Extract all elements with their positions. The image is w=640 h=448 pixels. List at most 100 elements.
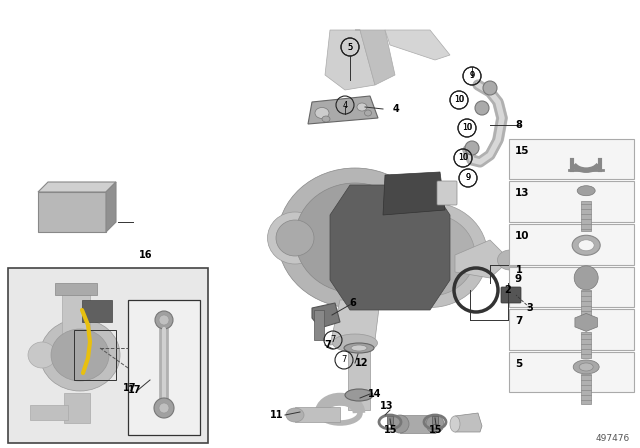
- Ellipse shape: [322, 116, 330, 122]
- Ellipse shape: [351, 345, 367, 351]
- Polygon shape: [325, 30, 375, 90]
- Text: 14: 14: [368, 389, 381, 399]
- Text: 10: 10: [515, 231, 529, 241]
- Text: 5: 5: [515, 359, 522, 369]
- Bar: [82, 300, 112, 322]
- Text: 4: 4: [342, 100, 348, 109]
- Polygon shape: [575, 314, 597, 332]
- Bar: [38, 192, 106, 232]
- Polygon shape: [383, 172, 445, 215]
- Ellipse shape: [295, 183, 415, 293]
- Polygon shape: [308, 96, 378, 124]
- Polygon shape: [355, 30, 395, 85]
- Text: 2: 2: [504, 285, 511, 295]
- Bar: [128, 300, 200, 435]
- Bar: [581, 201, 591, 231]
- Circle shape: [155, 311, 173, 329]
- Ellipse shape: [573, 360, 599, 374]
- Ellipse shape: [372, 202, 488, 307]
- Bar: [55, 283, 97, 295]
- Text: 9: 9: [515, 274, 522, 284]
- Ellipse shape: [385, 214, 475, 296]
- Bar: [400, 415, 435, 433]
- Text: 11: 11: [270, 410, 284, 420]
- Text: 497476: 497476: [596, 434, 630, 443]
- Polygon shape: [312, 303, 340, 328]
- Text: 17: 17: [124, 383, 137, 393]
- Text: 10: 10: [454, 95, 464, 104]
- Bar: [348, 345, 370, 410]
- Bar: [509, 309, 634, 350]
- Text: 15: 15: [384, 425, 397, 435]
- Text: 9: 9: [469, 72, 475, 81]
- Bar: [509, 224, 634, 265]
- Bar: [74, 330, 116, 380]
- Polygon shape: [455, 240, 510, 278]
- Bar: [387, 416, 393, 424]
- Circle shape: [475, 101, 489, 115]
- Text: 10: 10: [462, 124, 472, 133]
- Text: 9: 9: [465, 173, 470, 182]
- Polygon shape: [38, 182, 116, 192]
- Polygon shape: [330, 300, 380, 345]
- Text: 9: 9: [465, 173, 470, 182]
- Bar: [432, 416, 438, 424]
- Bar: [64, 393, 90, 423]
- Ellipse shape: [28, 342, 56, 368]
- Bar: [8, 268, 208, 443]
- Bar: [509, 267, 634, 307]
- Bar: [509, 181, 634, 222]
- Text: 10: 10: [458, 154, 468, 163]
- Bar: [509, 139, 634, 180]
- Ellipse shape: [365, 110, 371, 116]
- Ellipse shape: [51, 329, 109, 381]
- Ellipse shape: [357, 103, 367, 111]
- Text: 8: 8: [516, 120, 522, 130]
- Ellipse shape: [286, 408, 304, 422]
- Text: 4: 4: [392, 104, 399, 114]
- Bar: [581, 290, 591, 318]
- Polygon shape: [385, 30, 450, 60]
- Text: 12: 12: [355, 358, 369, 368]
- Ellipse shape: [268, 212, 323, 264]
- Text: 17: 17: [128, 385, 141, 395]
- Polygon shape: [455, 413, 482, 432]
- Circle shape: [465, 141, 479, 155]
- Text: 7: 7: [324, 340, 332, 350]
- Ellipse shape: [344, 343, 374, 353]
- Bar: [581, 374, 591, 404]
- Bar: [62, 290, 90, 340]
- Ellipse shape: [315, 108, 329, 119]
- Text: 15: 15: [429, 425, 443, 435]
- Text: 7: 7: [515, 316, 522, 326]
- Text: 13: 13: [380, 401, 394, 411]
- Text: 5: 5: [348, 43, 353, 52]
- Ellipse shape: [333, 334, 378, 352]
- Bar: [295, 407, 340, 422]
- Ellipse shape: [40, 319, 120, 391]
- Bar: [509, 352, 634, 392]
- Text: 7: 7: [330, 336, 336, 345]
- Circle shape: [159, 315, 169, 325]
- Circle shape: [154, 398, 174, 418]
- Ellipse shape: [577, 186, 595, 196]
- Ellipse shape: [578, 240, 594, 251]
- Ellipse shape: [276, 220, 314, 256]
- Circle shape: [483, 81, 497, 95]
- Bar: [581, 332, 591, 358]
- Polygon shape: [106, 182, 116, 232]
- FancyBboxPatch shape: [501, 287, 521, 303]
- Text: 10: 10: [454, 95, 464, 104]
- Ellipse shape: [579, 363, 593, 371]
- Text: 10: 10: [458, 154, 468, 163]
- Ellipse shape: [426, 415, 444, 433]
- Ellipse shape: [278, 168, 433, 308]
- Text: 10: 10: [461, 124, 472, 133]
- Bar: [30, 405, 68, 420]
- Text: 3: 3: [527, 303, 533, 313]
- Text: 5: 5: [348, 43, 353, 52]
- Text: 1: 1: [516, 265, 522, 275]
- Text: 9: 9: [470, 72, 474, 81]
- Text: 13: 13: [515, 189, 529, 198]
- Text: 15: 15: [515, 146, 529, 156]
